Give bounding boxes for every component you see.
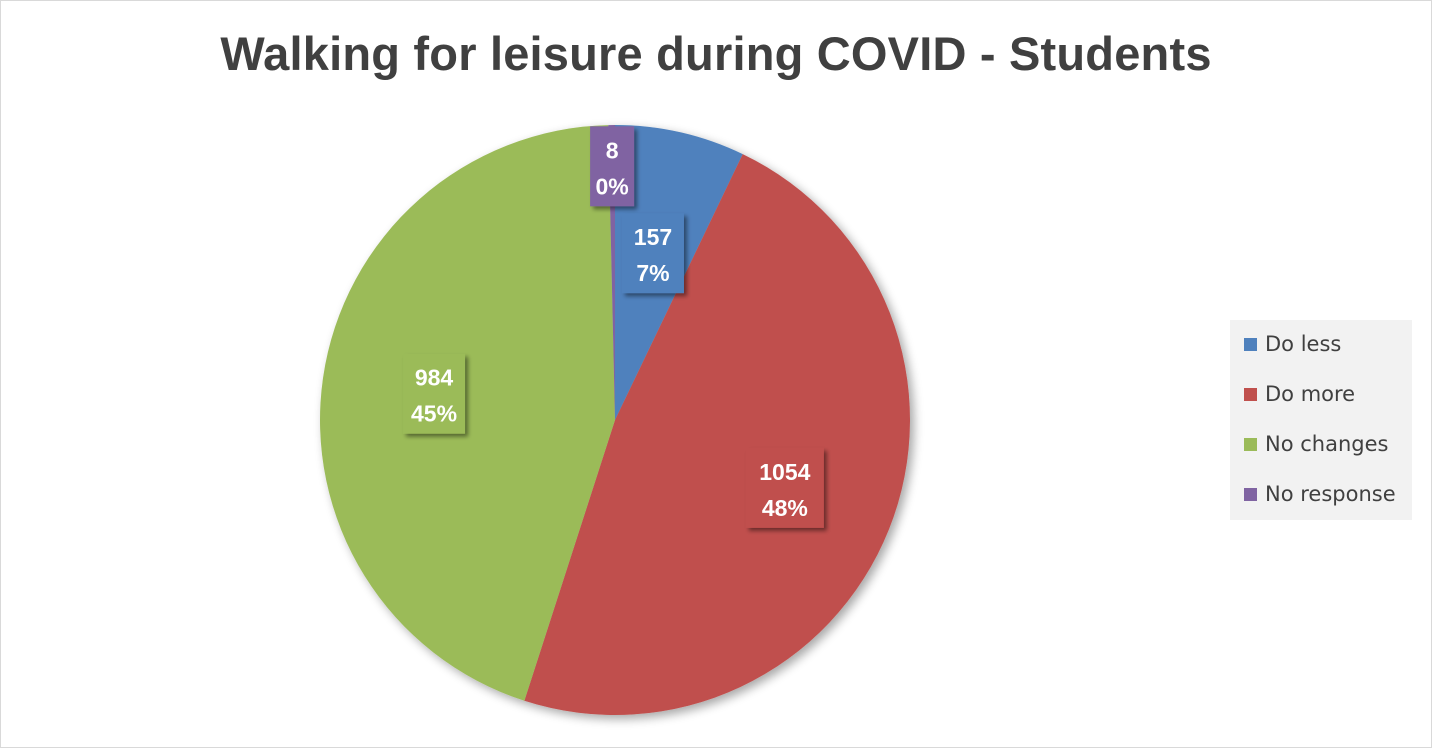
legend-label: No changes	[1265, 432, 1389, 456]
data-label-percent: 0%	[595, 173, 628, 199]
data-label-value: 1054	[759, 459, 810, 485]
data-label-percent: 7%	[636, 260, 669, 286]
data-label-value: 157	[634, 224, 672, 250]
data-label-percent: 48%	[762, 495, 808, 521]
data-label-value: 8	[606, 137, 619, 163]
data-label-box	[590, 126, 635, 207]
pie-slice-do-more	[524, 154, 911, 716]
data-label-box	[621, 213, 684, 294]
legend-item-do-less: Do less	[1244, 332, 1341, 356]
data-label-box	[745, 447, 824, 528]
legend: Do less Do more No changes No response	[1230, 320, 1412, 520]
data-label-box	[403, 353, 466, 434]
legend-swatch	[1244, 487, 1257, 501]
legend-swatch	[1244, 337, 1257, 351]
legend-label: Do more	[1265, 382, 1356, 406]
legend-item-no-changes: No changes	[1244, 432, 1388, 456]
legend-item-do-more: Do more	[1244, 382, 1355, 406]
data-label-percent: 45%	[411, 401, 457, 427]
data-label-no-response: 80%	[590, 126, 635, 207]
legend-label: No response	[1265, 482, 1396, 506]
legend-swatch	[1244, 437, 1257, 451]
legend-label: Do less	[1265, 332, 1342, 356]
legend-item-no-response: No response	[1244, 482, 1396, 506]
data-label-do-more: 1054 48%	[745, 447, 824, 528]
data-label-value: 984	[415, 365, 454, 391]
legend-swatch	[1244, 387, 1257, 401]
pie-slice-no-changes	[320, 125, 615, 701]
chart-title: Walking for leisure during COVID - Stude…	[220, 27, 1212, 80]
